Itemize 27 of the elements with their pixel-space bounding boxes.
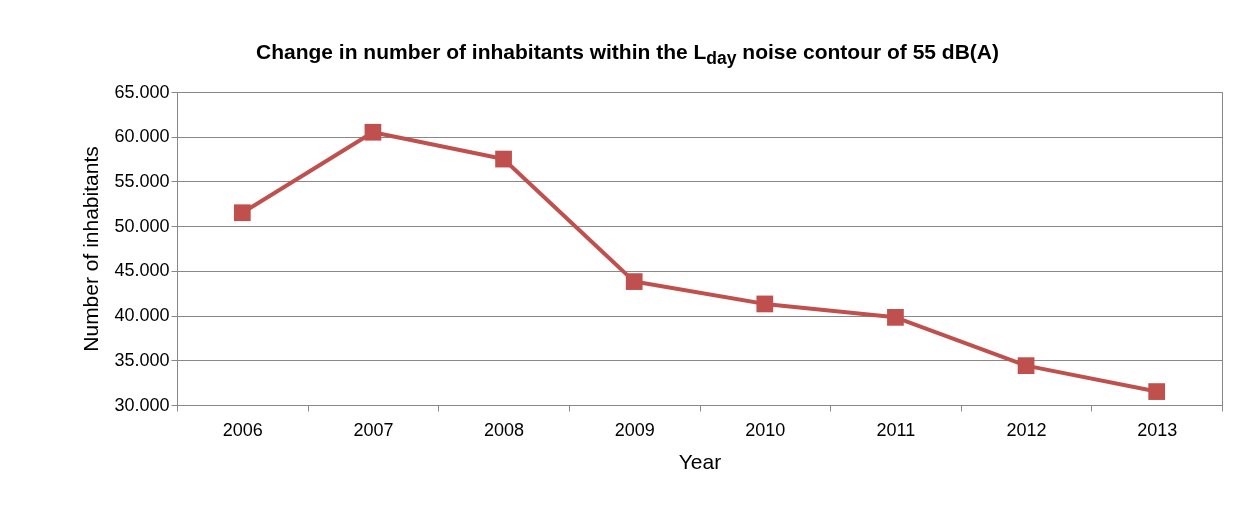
y-tick-label: 40.000 bbox=[114, 305, 170, 326]
y-tick-label: 65.000 bbox=[114, 81, 170, 102]
x-axis-title: Year bbox=[678, 449, 722, 473]
point bbox=[495, 150, 512, 168]
x-tick-label: 2012 bbox=[1006, 419, 1047, 440]
y-tick-label: 50.000 bbox=[114, 215, 170, 236]
point bbox=[756, 295, 774, 313]
point bbox=[887, 308, 904, 326]
x-tick-label: 2006 bbox=[222, 419, 263, 440]
point bbox=[233, 204, 251, 222]
point bbox=[1017, 357, 1035, 375]
point bbox=[625, 273, 643, 290]
y-tick-label: 55.000 bbox=[114, 170, 170, 191]
point bbox=[364, 123, 382, 141]
y-tick-label: 45.000 bbox=[114, 260, 170, 281]
x-tick-label: 2007 bbox=[353, 419, 394, 440]
y-tick-label: 60.000 bbox=[114, 126, 170, 147]
x-tick-label: 2008 bbox=[484, 419, 525, 440]
y-tick-label: 30.000 bbox=[114, 394, 170, 415]
x-tick-label: 2009 bbox=[614, 419, 655, 440]
y-tick-label: 35.000 bbox=[114, 349, 170, 370]
chart-title: Change in number of inhabitants within the L$_{day}$ noise contour of 55 dB(A) bbox=[255, 40, 1000, 70]
x-tick-label: 2011 bbox=[876, 419, 916, 440]
x-tick-label: 2010 bbox=[745, 419, 786, 440]
y-axis-title: Number of inhabitants bbox=[79, 146, 103, 352]
point bbox=[1148, 383, 1166, 400]
x-tick-label: 2013 bbox=[1137, 419, 1178, 440]
